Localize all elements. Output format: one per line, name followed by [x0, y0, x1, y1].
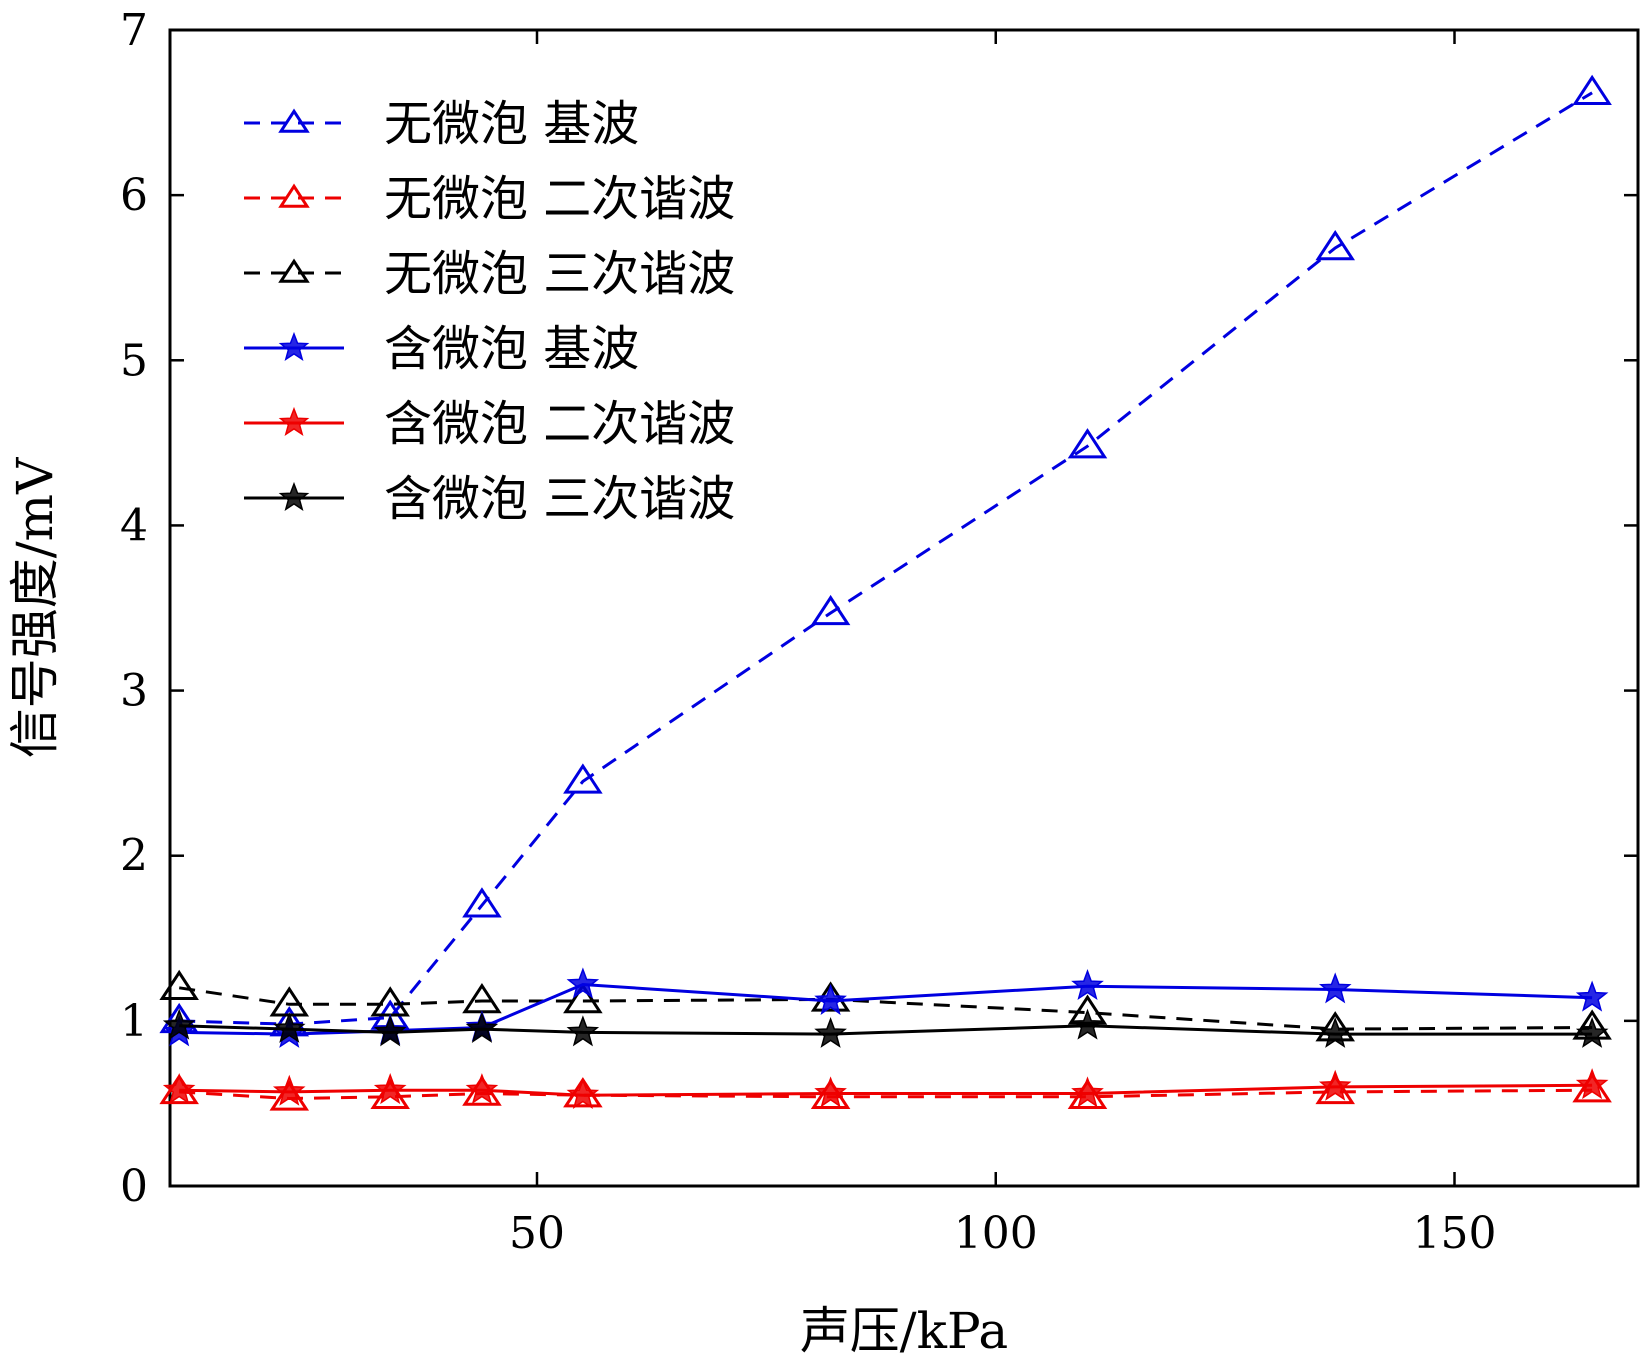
legend-entry: 无微泡 基波	[244, 96, 639, 152]
x-axis-title: 声压/kPa	[800, 1302, 1008, 1360]
star-marker	[278, 481, 310, 512]
x-tick-label: 150	[1413, 1208, 1497, 1259]
star-marker	[1318, 1016, 1352, 1048]
legend-entry: 无微泡 三次谐波	[244, 246, 735, 302]
series-line	[179, 1088, 1593, 1101]
star-marker	[1575, 1068, 1609, 1100]
y-tick-label: 2	[120, 831, 148, 882]
star-marker	[162, 1073, 196, 1105]
triangle-marker	[1572, 1072, 1612, 1103]
legend-label: 无微泡 三次谐波	[384, 246, 735, 302]
legend-label: 含微泡 二次谐波	[384, 396, 735, 452]
y-tick-label: 0	[120, 1161, 148, 1212]
star-marker	[1318, 972, 1352, 1004]
y-tick-label: 4	[120, 500, 148, 551]
legend-entry: 无微泡 二次谐波	[244, 171, 735, 227]
series-line	[178, 986, 1593, 1031]
x-tick-label: 50	[509, 1208, 565, 1259]
triangle-marker	[563, 982, 603, 1014]
series-line	[179, 91, 1593, 1026]
series-solid-star	[162, 1008, 1609, 1048]
star-marker	[373, 1073, 407, 1105]
legend-label: 含微泡 三次谐波	[384, 471, 735, 527]
star-marker	[272, 1074, 306, 1106]
star-marker	[1071, 969, 1104, 1001]
star-marker	[1575, 1016, 1609, 1048]
y-axis-title: 信号强度/mV	[6, 457, 64, 758]
y-tick-label: 3	[120, 666, 148, 717]
triangle-marker	[1067, 428, 1108, 459]
triangle-marker	[1315, 1073, 1355, 1105]
y-tick-label: 7	[120, 5, 148, 56]
star-marker	[566, 967, 600, 999]
star-marker	[566, 1015, 600, 1047]
star-marker	[1575, 980, 1609, 1012]
plot-area	[168, 28, 1640, 1188]
star-marker	[814, 1016, 847, 1048]
star-marker	[1071, 1008, 1104, 1040]
series-dashed-triangle	[159, 74, 1612, 1037]
star-marker	[1318, 1069, 1352, 1101]
x-tick-label: 100	[954, 1208, 1038, 1259]
star-marker	[1071, 1076, 1104, 1108]
star-marker	[272, 1011, 306, 1043]
triangle-marker	[563, 763, 603, 794]
star-marker	[465, 1073, 499, 1105]
triangle-marker	[278, 183, 310, 208]
legend-entry: 含微泡 基波	[244, 321, 639, 377]
legend-entry: 含微泡 三次谐波	[244, 471, 735, 527]
legend-label: 无微泡 基波	[384, 96, 639, 152]
triangle-marker	[462, 982, 502, 1014]
triangle-marker	[1572, 74, 1612, 105]
triangle-marker	[269, 1080, 310, 1111]
triangle-marker	[159, 969, 199, 1001]
star-marker	[278, 406, 310, 437]
star-marker	[162, 1008, 196, 1040]
star-marker	[566, 1078, 600, 1110]
y-tick-label: 6	[120, 170, 148, 221]
triangle-marker	[278, 108, 310, 133]
star-marker	[814, 1076, 847, 1108]
legend-entry: 含微泡 二次谐波	[244, 396, 735, 452]
triangle-marker	[1315, 229, 1355, 261]
triangle-marker	[370, 1078, 410, 1110]
series-layer	[159, 74, 1612, 1111]
y-tick-label: 5	[120, 335, 148, 386]
triangle-marker	[278, 258, 310, 283]
star-marker	[278, 331, 310, 362]
y-tick-label: 1	[120, 996, 148, 1047]
star-marker	[465, 1011, 499, 1043]
series-solid-star	[162, 1068, 1609, 1110]
y-axis-ticks: 0 1 2 3 4 5 6 7	[120, 5, 1638, 1212]
triangle-marker	[810, 594, 851, 626]
star-marker	[373, 1015, 407, 1047]
x-axis-ticks: 50 100 150	[509, 30, 1496, 1259]
legend-label: 含微泡 基波	[384, 321, 639, 377]
legend-label: 无微泡 二次谐波	[384, 171, 735, 227]
star-marker	[814, 983, 847, 1015]
triangle-marker	[462, 887, 502, 918]
